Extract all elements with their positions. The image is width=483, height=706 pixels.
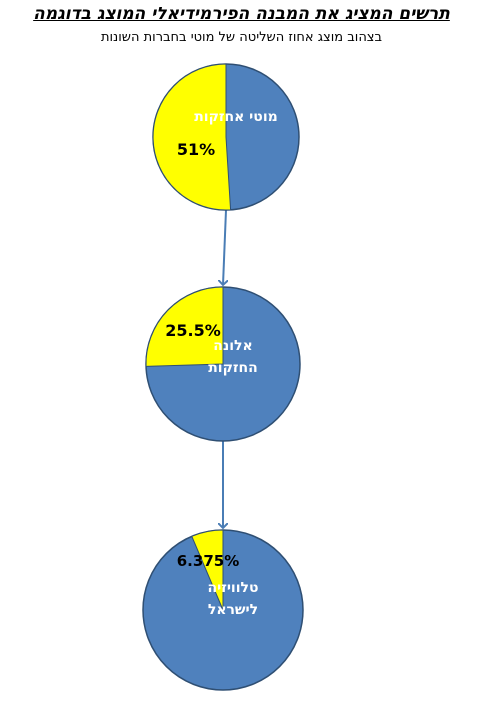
ownership-share-wedge [145, 286, 224, 367]
ownership-percent-label: 6.375% [177, 552, 239, 570]
company-name-label: מוטי אחזקות [194, 109, 278, 125]
company-node: טלוויזיה לישראל 6.375% [142, 529, 304, 691]
page-subtitle: בצהוב מוצג אחוז השליטה של מוטי בחברות הש… [100, 30, 383, 45]
company-name-label: לישראל [208, 602, 258, 618]
page-title: תרשים המציג את המבנה הפירמידיאלי המוצג ב… [33, 4, 450, 24]
company-node: מוטי אחזקות 51% [152, 63, 300, 211]
ownership-arrow [223, 209, 226, 285]
ownership-percent-label: 25.5% [165, 321, 221, 340]
company-name-label: טלוויזיה [207, 580, 258, 596]
company-name-label: החזקות [208, 360, 258, 376]
company-node: אלונה החזקות 25.5% [145, 286, 301, 442]
ownership-percent-label: 51% [177, 140, 215, 159]
ownership-share-wedge [152, 63, 232, 211]
company-name-label: אלונה [213, 338, 252, 354]
ownership-share-wedge [191, 529, 224, 611]
